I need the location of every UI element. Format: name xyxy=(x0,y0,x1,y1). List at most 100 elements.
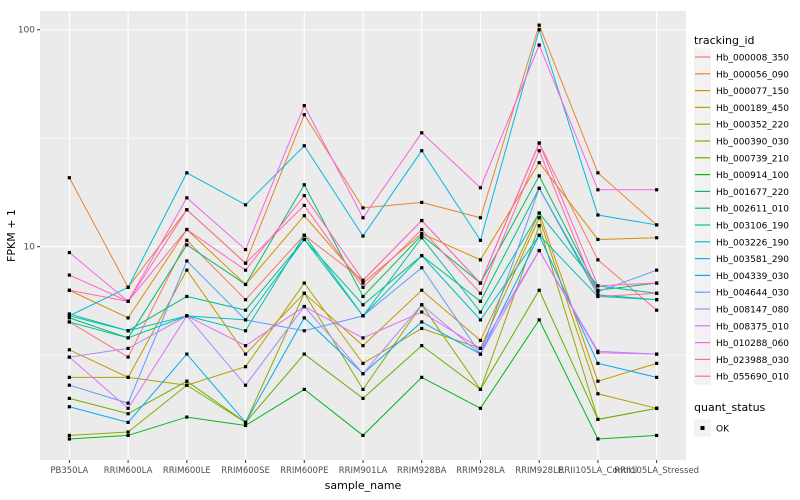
data-point xyxy=(302,387,306,391)
data-point xyxy=(655,352,659,356)
data-point xyxy=(302,329,306,333)
data-point xyxy=(243,308,248,312)
data-point xyxy=(420,218,424,223)
data-point xyxy=(185,415,189,419)
legend-item-label: Hb_010288_060 xyxy=(716,339,789,349)
x-axis-title: sample_name xyxy=(325,479,402,492)
legend-item-label: Hb_000914_100 xyxy=(716,171,789,181)
data-point xyxy=(537,174,541,178)
data-point xyxy=(478,291,483,295)
legend-item-label: Hb_004644_030 xyxy=(716,289,789,299)
legend-item-label: Hb_001677_220 xyxy=(716,188,789,198)
x-tick-label: RRIM928LA xyxy=(456,466,505,476)
data-point xyxy=(478,216,483,220)
data-point xyxy=(420,303,424,307)
data-point xyxy=(67,355,71,359)
data-point xyxy=(420,254,424,258)
legend-title-tracking-id: tracking_id xyxy=(694,34,755,47)
data-point xyxy=(302,194,306,198)
x-tick-label: RRIM600LE xyxy=(163,466,211,476)
data-point xyxy=(67,288,71,292)
legend-item-label: Hb_003226_190 xyxy=(716,238,789,248)
data-point xyxy=(185,383,189,387)
data-point xyxy=(302,237,306,242)
data-point xyxy=(126,336,130,340)
data-point xyxy=(420,310,424,314)
data-point xyxy=(67,383,71,387)
data-point xyxy=(361,281,365,285)
data-point xyxy=(185,171,189,175)
data-point xyxy=(67,250,71,255)
legend-item-label: Hb_055690_010 xyxy=(716,373,789,383)
legend-item-label: Hb_000352_220 xyxy=(716,121,789,131)
data-point xyxy=(126,316,130,320)
data-point xyxy=(655,281,659,285)
data-point xyxy=(361,361,365,365)
legend-square-swatch xyxy=(700,426,705,430)
data-point xyxy=(361,234,365,238)
data-point xyxy=(596,290,600,294)
data-point xyxy=(596,392,600,396)
legend-item-label: Hb_003106_190 xyxy=(716,222,789,232)
data-point xyxy=(655,236,659,240)
data-point xyxy=(67,314,71,318)
data-point xyxy=(126,299,130,303)
data-point xyxy=(185,227,189,232)
data-point xyxy=(361,344,365,348)
data-point xyxy=(655,361,659,365)
data-point xyxy=(596,437,600,441)
data-point xyxy=(67,405,71,409)
data-point xyxy=(420,149,424,153)
data-point xyxy=(67,312,71,316)
data-point xyxy=(185,196,189,200)
data-point xyxy=(478,258,483,262)
data-point xyxy=(185,294,189,299)
legend-item-label: Hb_000056_090 xyxy=(716,70,789,80)
data-point xyxy=(361,396,365,400)
x-tick-label: RRIM928BA xyxy=(397,466,447,476)
data-point xyxy=(478,346,483,350)
data-point xyxy=(243,420,248,424)
data-point xyxy=(361,285,365,289)
data-point xyxy=(67,176,71,180)
data-point xyxy=(655,308,659,312)
data-point xyxy=(302,352,306,356)
data-point xyxy=(67,437,71,441)
legend-item-label: Hb_003581_290 xyxy=(716,255,789,265)
data-point xyxy=(361,336,365,340)
y-axis-title: FPKM + 1 xyxy=(5,209,18,262)
data-point xyxy=(302,291,306,295)
data-point xyxy=(126,355,130,359)
data-point xyxy=(126,412,130,416)
data-point xyxy=(655,268,659,272)
data-point xyxy=(361,387,365,391)
data-point xyxy=(243,344,248,348)
data-point xyxy=(420,344,424,348)
data-point xyxy=(420,326,424,331)
data-point xyxy=(126,329,130,333)
data-point xyxy=(478,186,483,190)
data-point xyxy=(420,233,424,237)
data-point xyxy=(655,223,659,227)
data-point xyxy=(302,316,306,320)
data-point xyxy=(537,28,541,32)
data-point xyxy=(537,233,541,237)
data-point xyxy=(302,281,306,285)
x-tick-label: RRII105LA_Control xyxy=(559,466,638,476)
data-point xyxy=(302,113,306,117)
data-point xyxy=(243,298,248,302)
data-point xyxy=(67,348,71,352)
data-point xyxy=(243,261,248,265)
data-point xyxy=(655,433,659,438)
data-point xyxy=(126,346,130,350)
data-point xyxy=(420,131,424,135)
data-point xyxy=(243,329,248,333)
data-point xyxy=(185,259,189,263)
data-point xyxy=(243,383,248,387)
data-point xyxy=(537,224,541,228)
legend-item-label: Hb_004339_030 xyxy=(716,272,789,282)
data-point xyxy=(243,268,248,272)
data-point xyxy=(478,387,483,391)
data-point xyxy=(126,401,130,405)
